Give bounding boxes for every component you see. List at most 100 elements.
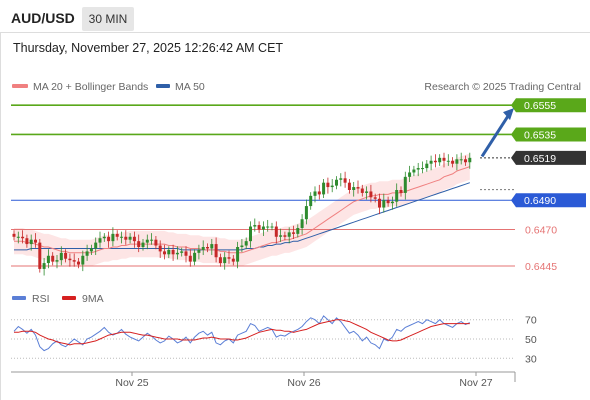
timeframe-badge[interactable]: 30 MIN — [82, 7, 134, 31]
candle-body — [59, 252, 63, 261]
candle-body — [188, 255, 192, 262]
x-tick-label: Nov 27 — [459, 377, 492, 389]
candle-body — [253, 225, 257, 227]
candle-body — [94, 242, 98, 249]
candle-body — [412, 169, 416, 173]
forecast-arrow-shaft — [480, 115, 510, 158]
candle-body — [12, 233, 16, 237]
candle-body — [386, 200, 390, 204]
candle-body — [141, 242, 145, 247]
candle-body — [111, 233, 115, 242]
rsi-panel: 70 50 30 — [11, 315, 537, 365]
candle-body — [38, 242, 42, 269]
candle-body — [163, 251, 166, 255]
candle-body — [395, 190, 399, 202]
candle-body — [309, 195, 313, 207]
x-tick-label: Nov 26 — [287, 377, 320, 389]
price-panel: 0.6555 0.6535 0.6519 0.6490 0.6470 0.6445 — [11, 98, 586, 276]
candle-body — [257, 225, 261, 230]
candle-body — [51, 255, 55, 262]
candle-body — [356, 187, 360, 189]
candle-body — [55, 260, 59, 262]
x-tick-label: Nov 25 — [115, 377, 148, 389]
candle-body — [270, 226, 274, 228]
candle-body — [180, 251, 184, 253]
candle-body — [317, 191, 321, 195]
candle-body — [459, 159, 463, 161]
candle-body — [145, 239, 149, 243]
candle-body — [326, 182, 330, 188]
level-tag-0.6555 — [511, 98, 586, 113]
candle-body — [464, 159, 467, 163]
candle-body — [120, 236, 123, 238]
candle-body — [64, 252, 68, 259]
candle-body — [137, 241, 141, 247]
candle-body — [107, 236, 111, 242]
candle-body — [399, 190, 403, 193]
ma9-line — [14, 319, 470, 346]
level-tag-0.6490 — [511, 193, 586, 208]
candle-body — [468, 157, 472, 163]
level-label-0.6445: 0.6445 — [525, 261, 557, 273]
level-label-0.6519: 0.6519 — [524, 153, 556, 165]
candle-body — [287, 232, 291, 237]
candle-body — [167, 249, 171, 255]
left-border — [0, 32, 1, 400]
ma20-legend-label: MA 20 + Bollinger Bands — [33, 81, 148, 93]
ma50-legend-swatch — [156, 84, 170, 88]
ma9-legend-swatch — [62, 296, 76, 300]
candle-body — [335, 179, 338, 186]
candle-body — [184, 251, 188, 256]
candle-body — [68, 258, 72, 261]
candle-body — [446, 160, 450, 162]
ma20-legend-swatch — [12, 84, 28, 88]
instrument-title: AUD/USD — [11, 10, 75, 26]
candle-body — [429, 160, 433, 164]
candle-body — [98, 238, 102, 243]
candle-body — [244, 241, 248, 246]
ma50-legend-label: MA 50 — [175, 81, 205, 93]
candle-body — [296, 228, 300, 234]
candle-body — [390, 201, 394, 204]
candle-body — [201, 247, 205, 250]
candle-body — [261, 226, 265, 230]
candle-body — [197, 249, 201, 253]
candle-body — [438, 157, 442, 163]
rsi-tick-70: 70 — [525, 315, 537, 327]
source-credit: Research © 2025 Trading Central — [424, 81, 581, 93]
rsi-tick-30: 30 — [525, 353, 537, 365]
candle-body — [313, 191, 317, 196]
candle-body — [343, 178, 347, 183]
candle-body — [25, 238, 29, 245]
candle-body — [81, 255, 85, 265]
candle-body — [34, 239, 37, 243]
candle-body — [89, 248, 93, 252]
candle-body — [21, 236, 25, 239]
rsi-tick-50: 50 — [525, 334, 537, 346]
candle-body — [425, 163, 429, 169]
candle-body — [365, 191, 369, 193]
level-label-0.6490: 0.6490 — [524, 195, 556, 207]
candle-body — [300, 219, 304, 228]
bollinger-band — [14, 153, 470, 266]
rsi-legend-swatch — [12, 296, 26, 300]
candle-body — [85, 251, 89, 256]
candle-body — [128, 236, 132, 240]
time-axis: Nov 25 Nov 26 Nov 27 — [11, 371, 516, 389]
candle-body — [403, 176, 407, 193]
candle-body — [236, 247, 240, 262]
candle-body — [416, 168, 420, 170]
candle-body — [193, 252, 197, 262]
ma9-legend-label: 9MA — [82, 293, 104, 305]
candle-body — [218, 257, 222, 264]
rsi-line — [13, 315, 471, 352]
candle-body — [433, 160, 437, 163]
rsi-legend-label: RSI — [32, 293, 50, 305]
candle-body — [102, 236, 106, 239]
candle-body — [29, 239, 33, 245]
header-divider — [0, 32, 590, 33]
candle-body — [421, 168, 424, 170]
candle-body — [72, 260, 76, 262]
candle-body — [77, 261, 80, 265]
